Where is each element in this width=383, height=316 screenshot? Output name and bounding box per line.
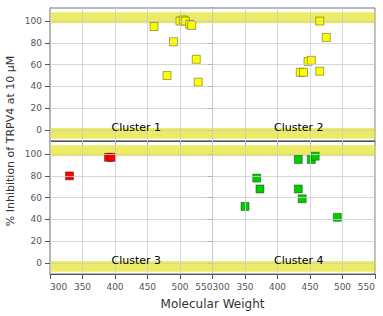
svg-text:Cluster 3: Cluster 3	[111, 254, 161, 267]
svg-text:Molecular Weight: Molecular Weight	[161, 297, 265, 311]
svg-text:550: 550	[195, 282, 212, 292]
svg-text:300: 300	[213, 282, 230, 292]
svg-text:20: 20	[31, 236, 43, 246]
svg-text:100: 100	[25, 16, 42, 26]
svg-text:450: 450	[301, 282, 318, 292]
svg-text:500: 500	[334, 282, 351, 292]
svg-text:80: 80	[31, 171, 43, 181]
svg-text:Cluster 4: Cluster 4	[274, 254, 324, 267]
svg-text:350: 350	[74, 282, 91, 292]
svg-text:400: 400	[106, 282, 123, 292]
svg-text:400: 400	[269, 282, 286, 292]
svg-text:300: 300	[50, 282, 67, 292]
svg-text:80: 80	[31, 38, 43, 48]
svg-text:60: 60	[31, 193, 43, 203]
svg-text:550: 550	[358, 282, 375, 292]
svg-text:350: 350	[236, 282, 253, 292]
svg-text:Cluster 2: Cluster 2	[274, 121, 324, 134]
svg-text:40: 40	[31, 214, 43, 224]
svg-text:450: 450	[139, 282, 156, 292]
svg-text:40: 40	[31, 81, 43, 91]
svg-text:0: 0	[36, 258, 42, 268]
svg-text:500: 500	[171, 282, 188, 292]
svg-text:Cluster 1: Cluster 1	[111, 121, 161, 134]
svg-text:60: 60	[31, 60, 43, 70]
svg-text:% Inhibition of TRPV4 at 10 μM: % Inhibition of TRPV4 at 10 μM	[4, 56, 17, 226]
svg-text:20: 20	[31, 103, 43, 113]
svg-text:0: 0	[36, 125, 42, 135]
svg-text:100: 100	[25, 149, 42, 159]
